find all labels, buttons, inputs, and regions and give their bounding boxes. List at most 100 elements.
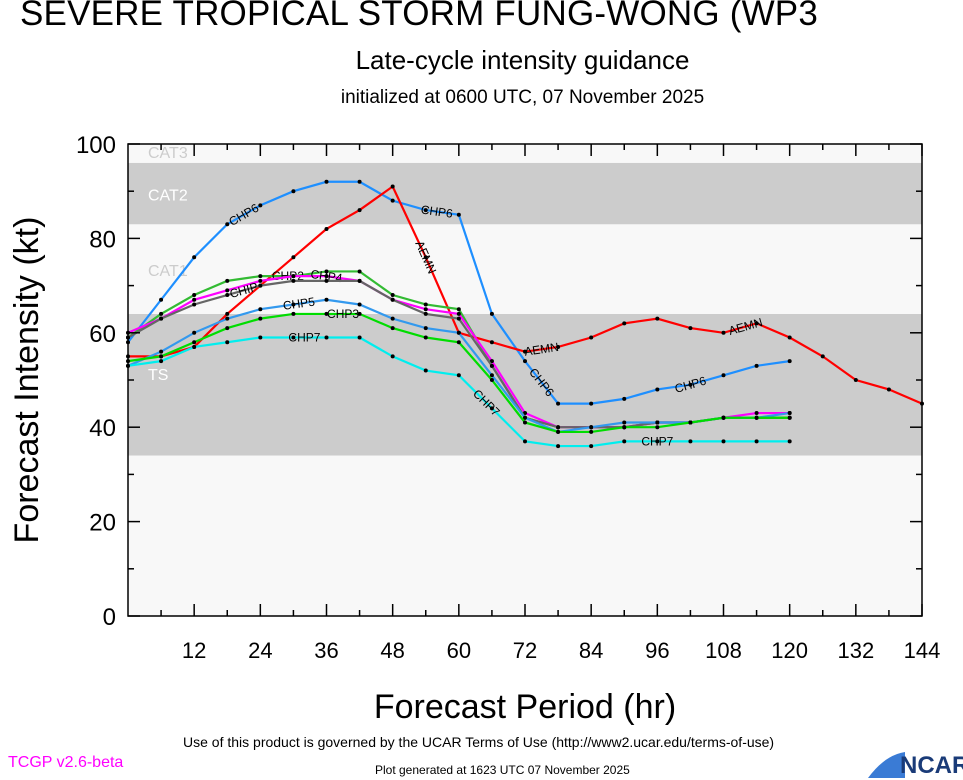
data-point: [721, 330, 726, 335]
data-point: [489, 406, 494, 411]
data-point: [324, 226, 329, 231]
data-point: [853, 378, 858, 382]
data-point: [523, 420, 527, 425]
data-point: [192, 330, 197, 335]
data-point: [489, 373, 494, 378]
data-point: [159, 354, 164, 359]
data-point: [390, 316, 395, 321]
data-point: [225, 340, 230, 345]
data-point: [324, 297, 329, 302]
data-point: [754, 439, 759, 444]
band-cat2: [128, 162, 922, 225]
data-point: [589, 401, 594, 406]
data-point: [423, 335, 428, 340]
data-point: [324, 269, 329, 274]
data-point: [754, 363, 759, 368]
data-point: [324, 179, 329, 184]
band-ts: [128, 313, 922, 456]
init-time: initialized at 0600 UTC, 07 November 202…: [340, 87, 705, 108]
data-point: [655, 420, 660, 425]
data-point: [622, 425, 627, 430]
data-point: [324, 311, 329, 316]
data-point: [622, 396, 627, 401]
data-point: [423, 311, 428, 316]
data-point: [192, 293, 197, 298]
data-point: [622, 420, 627, 425]
series-chp3: CHP3: [126, 307, 792, 434]
data-point: [655, 439, 660, 444]
data-point: [357, 269, 362, 274]
data-point: [159, 359, 164, 364]
data-point: [192, 344, 197, 349]
data-point: [357, 311, 362, 316]
data-point: [357, 335, 362, 340]
data-point: [390, 198, 395, 203]
data-point: [258, 274, 263, 279]
y-tick-label: 40: [89, 415, 116, 442]
data-point: [159, 311, 164, 316]
data-point: [291, 311, 296, 316]
data-point: [489, 359, 494, 364]
data-point: [456, 340, 461, 345]
y-tick-label: 80: [89, 226, 116, 253]
ncar-logo: NCAR: [900, 752, 963, 779]
data-point: [225, 316, 230, 321]
data-point: [655, 425, 660, 430]
y-tick-label: 100: [76, 132, 116, 159]
terms-of-use: Use of this product is governed by the U…: [183, 734, 775, 750]
data-point: [589, 444, 594, 449]
data-point: [423, 208, 428, 213]
data-point: [291, 274, 296, 279]
data-point: [390, 184, 395, 189]
data-point: [423, 302, 428, 307]
y-tick-label: 0: [103, 604, 116, 631]
data-point: [291, 189, 296, 194]
data-point: [423, 326, 428, 331]
data-point: [225, 326, 230, 331]
data-point: [456, 307, 461, 312]
series-label-chp5: CHP5: [282, 294, 316, 312]
data-point: [390, 354, 395, 359]
data-point: [886, 387, 891, 392]
data-point: [556, 425, 561, 430]
data-point: [357, 302, 362, 307]
x-tick-label: 48: [380, 638, 404, 663]
chart-title: SEVERE TROPICAL STORM FUNG-WONG (WP3: [20, 0, 819, 33]
x-tick-label: 84: [579, 638, 603, 663]
version-label: TCGP v2.6-beta: [8, 754, 124, 771]
data-point: [324, 274, 329, 279]
data-point: [423, 255, 428, 260]
data-point: [258, 278, 263, 283]
data-point: [159, 297, 164, 302]
band-label-cat2: CAT2: [148, 188, 188, 205]
data-point: [225, 278, 230, 283]
band-cat1: [128, 224, 922, 314]
generated-time: Plot generated at 1623 UTC 07 November 2…: [375, 763, 630, 777]
x-tick-label: 36: [314, 638, 338, 663]
data-point: [787, 415, 792, 420]
data-point: [423, 307, 428, 312]
data-point: [192, 297, 197, 302]
data-point: [291, 255, 296, 260]
data-point: [787, 335, 792, 340]
data-point: [291, 335, 296, 340]
series-label-chp3: CHP3: [327, 307, 359, 321]
data-point: [523, 349, 527, 354]
x-tick-label: 132: [837, 638, 874, 663]
data-point: [787, 359, 792, 364]
data-point: [820, 354, 825, 359]
data-point: [390, 293, 395, 298]
data-point: [192, 255, 197, 260]
series-label-chp6: CHP6: [420, 202, 454, 220]
data-point: [489, 378, 494, 382]
data-point: [556, 444, 561, 449]
x-tick-label: 72: [513, 638, 537, 663]
data-point: [589, 335, 594, 340]
data-point: [456, 330, 461, 335]
x-tick-label: 24: [248, 638, 272, 663]
data-point: [159, 349, 164, 354]
series-label-chp7: CHP7: [288, 331, 320, 345]
data-point: [258, 283, 263, 288]
